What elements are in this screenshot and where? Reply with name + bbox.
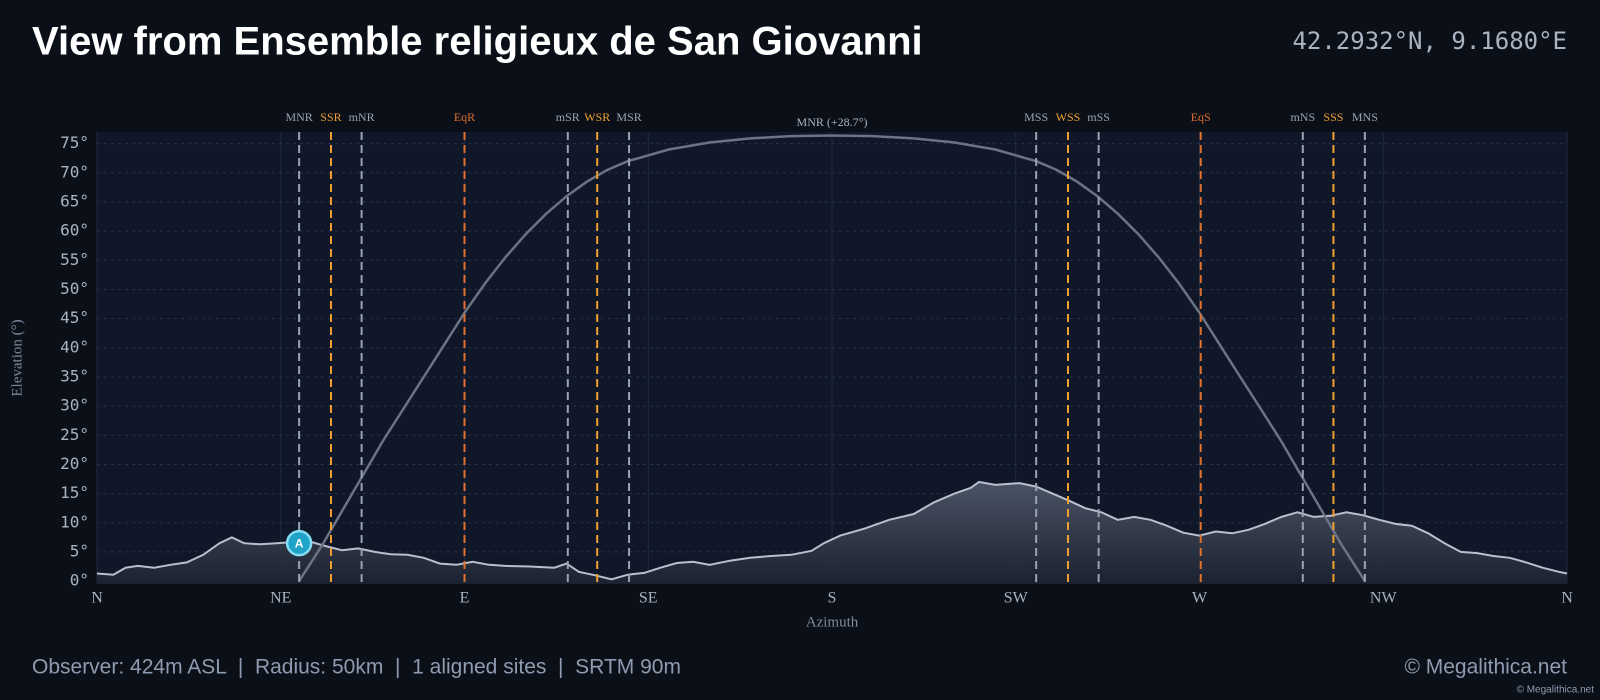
y-tick-label: 40° [60, 337, 89, 356]
x-tick-label: SW [1004, 590, 1029, 607]
footer-credit: © Megalithica.net [1517, 685, 1595, 696]
site-label: A [295, 536, 304, 550]
alignment-label: mSR [556, 110, 580, 124]
alignment-label: EqR [454, 110, 475, 124]
alignment-label: MNR [285, 110, 312, 124]
footer-brand: © Megalithica.net [1404, 656, 1567, 679]
x-tick-label: SE [639, 590, 658, 607]
celestial-path [298, 134, 1366, 582]
x-tick-label: NE [270, 590, 291, 607]
x-tick-label: NW [1370, 590, 1398, 607]
alignment-label: mNR [349, 110, 375, 124]
y-tick-label: 50° [60, 279, 89, 298]
horizon-line [96, 480, 1568, 581]
y-tick-label: 10° [60, 512, 89, 531]
y-tick-label: 75° [60, 133, 89, 152]
y-tick-label: 0° [70, 571, 89, 590]
y-tick-label: 15° [60, 483, 89, 502]
x-tick-label: N [1561, 590, 1573, 607]
horizon-area [97, 481, 1567, 584]
alignment-label: SSR [320, 110, 341, 124]
x-tick-label: S [828, 590, 837, 607]
alignment-label: SSS [1323, 110, 1343, 124]
y-tick-label: 5° [70, 541, 89, 560]
x-axis-label: Azimuth [806, 614, 859, 630]
alignment-label: WSR [584, 110, 610, 124]
alignment-label: WSS [1056, 110, 1081, 124]
y-tick-label: 55° [60, 250, 89, 269]
y-tick-label: 25° [60, 425, 89, 444]
alignment-label: EqS [1191, 110, 1211, 124]
coordinates: 42.2932°N, 9.1680°E [1292, 27, 1567, 55]
alignment-label: MNS [1352, 110, 1378, 124]
alignment-label: mNS [1290, 110, 1315, 124]
chart-title: View from Ensemble religieux de San Giov… [32, 20, 923, 64]
x-tick-label: W [1192, 590, 1208, 607]
y-tick-label: 65° [60, 191, 89, 210]
x-tick-label: N [91, 590, 103, 607]
y-tick-label: 35° [60, 366, 89, 385]
y-tick-label: 45° [60, 308, 89, 327]
y-axis-label: Elevation (°) [9, 319, 25, 396]
y-tick-label: 60° [60, 221, 89, 240]
y-tick-label: 20° [60, 454, 89, 473]
footer-info: Observer: 424m ASL | Radius: 50km | 1 al… [32, 656, 681, 679]
alignment-label: MSS [1024, 110, 1048, 124]
y-tick-label: 70° [60, 162, 89, 181]
path-label: MNR (+28.7°) [797, 115, 868, 129]
site-marker [285, 529, 313, 557]
alignment-label: mSS [1087, 110, 1110, 124]
y-tick-label: 30° [60, 396, 89, 415]
alignment-label: MSR [616, 110, 641, 124]
x-tick-label: E [460, 590, 470, 607]
